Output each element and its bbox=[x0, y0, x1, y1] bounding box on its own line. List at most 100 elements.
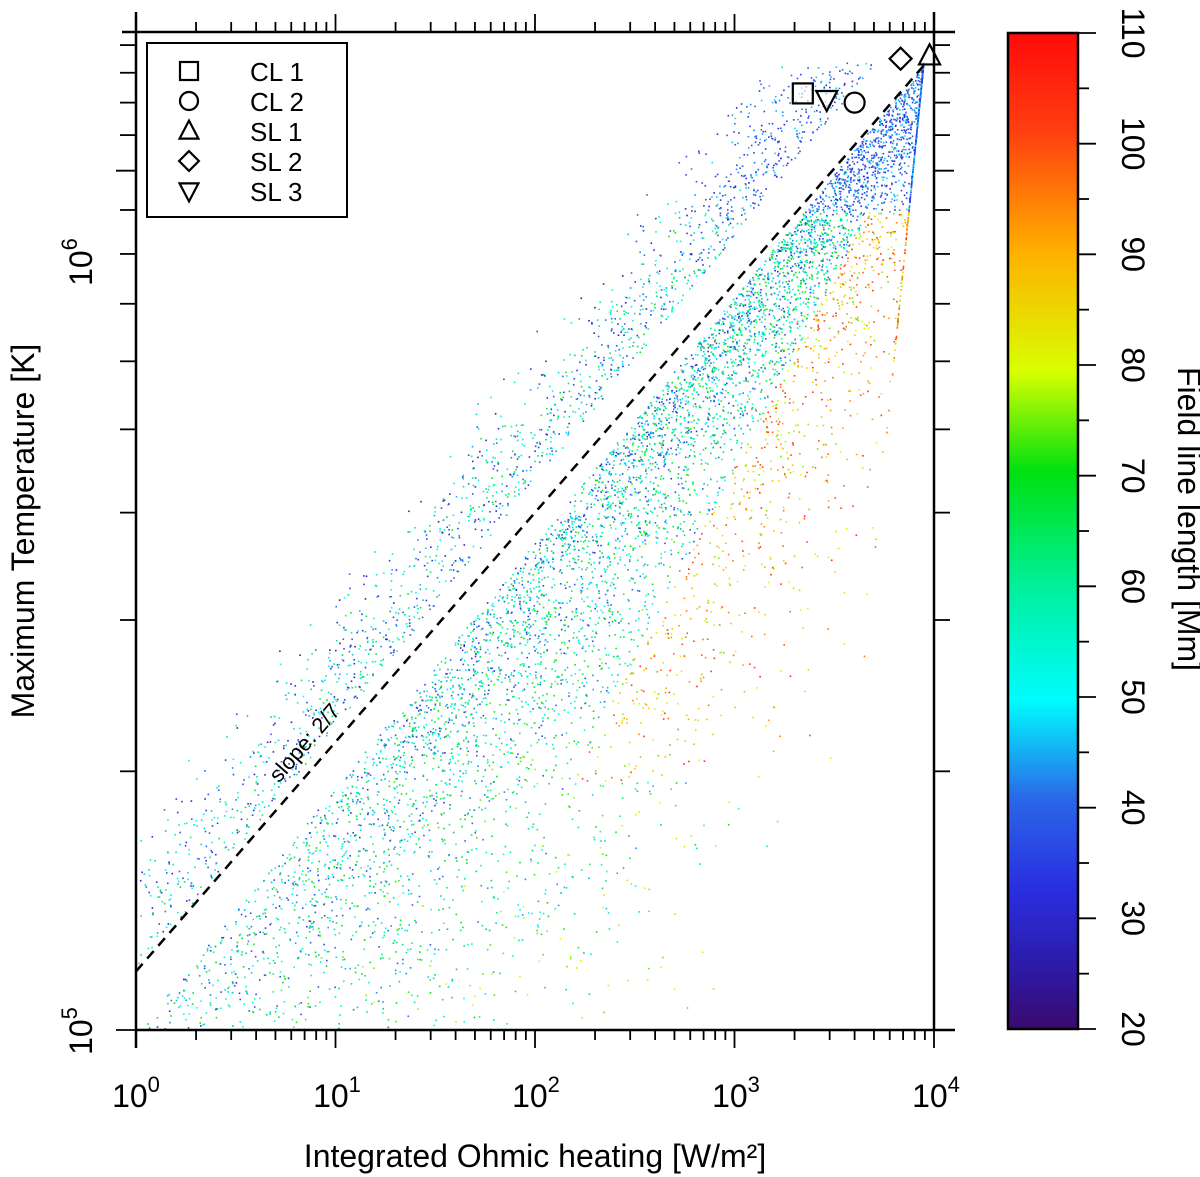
scatter-point bbox=[628, 650, 631, 653]
scatter-point bbox=[522, 665, 525, 667]
scatter-point bbox=[753, 334, 756, 336]
scatter-point bbox=[188, 853, 190, 856]
scatter-point bbox=[547, 708, 550, 710]
scatter-point bbox=[437, 521, 440, 523]
scatter-point bbox=[215, 997, 217, 999]
scatter-point bbox=[635, 619, 637, 622]
scatter-point bbox=[188, 899, 191, 901]
scatter-point bbox=[469, 809, 471, 811]
scatter-point bbox=[913, 109, 916, 112]
scatter-point bbox=[871, 281, 874, 283]
scatter-point bbox=[662, 718, 665, 720]
scatter-point bbox=[618, 348, 620, 351]
scatter-point bbox=[434, 704, 437, 707]
scatter-point bbox=[266, 741, 269, 744]
scatter-point bbox=[200, 886, 202, 888]
scatter-point bbox=[745, 353, 748, 355]
scatter-point bbox=[700, 343, 702, 345]
scatter-point bbox=[336, 640, 338, 642]
scatter-point bbox=[762, 306, 765, 308]
scatter-point bbox=[275, 907, 277, 909]
scatter-point bbox=[546, 413, 549, 415]
scatter-point bbox=[741, 540, 744, 543]
scatter-point bbox=[703, 337, 706, 340]
scatter-point bbox=[389, 646, 391, 648]
scatter-point bbox=[394, 742, 396, 745]
scatter-point bbox=[750, 305, 752, 308]
scatter-point bbox=[313, 894, 316, 896]
scatter-point bbox=[614, 494, 616, 496]
scatter-point bbox=[510, 673, 512, 676]
scatter-point bbox=[837, 255, 840, 257]
scatter-point bbox=[379, 957, 382, 960]
scatter-point bbox=[639, 323, 642, 325]
scatter-point bbox=[394, 813, 397, 815]
scatter-point bbox=[688, 221, 691, 224]
scatter-point bbox=[706, 383, 708, 386]
scatter-point bbox=[576, 636, 578, 639]
scatter-point bbox=[808, 225, 811, 227]
scatter-point bbox=[844, 232, 846, 235]
scatter-point bbox=[607, 345, 609, 347]
scatter-point bbox=[724, 350, 726, 353]
scatter-point bbox=[815, 303, 817, 306]
scatter-point bbox=[643, 254, 646, 256]
scatter-point bbox=[843, 246, 845, 249]
scatter-point bbox=[366, 781, 368, 783]
scatter-point bbox=[811, 226, 814, 228]
scatter-point bbox=[858, 257, 861, 259]
scatter-point bbox=[475, 673, 477, 675]
scatter-point bbox=[414, 745, 417, 748]
scatter-point bbox=[744, 212, 746, 215]
scatter-point bbox=[269, 971, 271, 974]
scatter-point bbox=[337, 666, 340, 669]
scatter-point bbox=[753, 189, 755, 192]
scatter-point bbox=[618, 622, 620, 624]
scatter-point bbox=[549, 412, 551, 414]
scatter-point bbox=[558, 613, 561, 615]
scatter-point bbox=[853, 179, 856, 181]
scatter-point bbox=[522, 470, 524, 472]
scatter-point bbox=[688, 681, 691, 683]
scatter-point bbox=[375, 991, 378, 994]
scatter-point bbox=[673, 508, 675, 511]
scatter-point bbox=[633, 467, 635, 469]
scatter-point bbox=[672, 431, 675, 433]
scatter-point bbox=[732, 560, 734, 562]
scatter-point bbox=[749, 335, 751, 337]
scatter-point bbox=[735, 358, 737, 361]
scatter-point bbox=[702, 676, 705, 679]
scatter-point bbox=[669, 753, 671, 756]
scatter-point bbox=[873, 186, 876, 189]
scatter-point bbox=[398, 608, 401, 610]
scatter-point bbox=[839, 169, 842, 171]
scatter-point bbox=[613, 464, 615, 466]
scatter-point bbox=[655, 490, 657, 492]
scatter-point bbox=[892, 175, 894, 177]
scatter-point bbox=[792, 243, 795, 245]
scatter-point bbox=[761, 273, 763, 275]
scatter-point bbox=[753, 301, 755, 303]
scatter-point bbox=[495, 745, 497, 748]
scatter-point bbox=[672, 300, 675, 303]
scatter-point bbox=[755, 191, 757, 193]
scatter-point bbox=[492, 503, 495, 506]
scatter-point bbox=[727, 366, 729, 369]
scatter-point bbox=[765, 285, 767, 287]
scatter-point bbox=[819, 120, 822, 123]
scatter-point bbox=[878, 146, 881, 148]
scatter-point bbox=[654, 596, 656, 598]
scatter-point bbox=[369, 807, 372, 809]
scatter-point bbox=[831, 185, 833, 187]
scatter-point bbox=[489, 702, 491, 704]
scatter-point bbox=[425, 534, 428, 536]
scatter-point bbox=[625, 678, 627, 680]
scatter-point bbox=[793, 362, 796, 364]
scatter-point bbox=[731, 361, 733, 364]
scatter-point bbox=[284, 756, 287, 759]
scatter-point bbox=[315, 955, 318, 958]
scatter-point bbox=[526, 594, 529, 596]
scatter-point bbox=[856, 219, 858, 221]
scatter-point bbox=[825, 84, 828, 87]
scatter-point bbox=[387, 822, 389, 824]
